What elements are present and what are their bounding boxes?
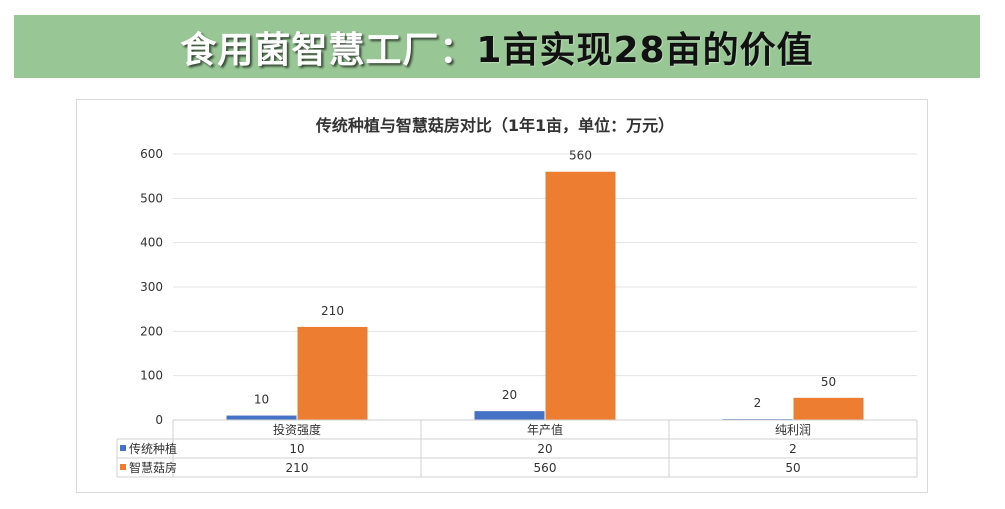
category-label: 年产值 [527,422,563,437]
y-tick-label: 100 [140,369,163,383]
y-tick-label: 300 [140,280,163,294]
chart-area: 传统种植与智慧菇房对比（1年1亩，单位：万元） 0 100 200 300 400 500… [76,99,928,493]
legend-key [120,464,126,470]
y-tick-label: 0 [155,413,163,427]
y-tick-label: 200 [140,324,163,338]
category-label: 投资强度 [273,422,321,437]
table-cell: 2 [789,442,797,456]
y-tick-label: 600 [140,147,163,161]
legend-label: 智慧菇房 [129,460,177,475]
title-banner: 食用菌智慧工厂：1亩实现28亩的价值 [14,15,980,78]
bar-2-3 [793,397,864,420]
table-cell: 560 [534,461,557,475]
data-label: 2 [754,396,762,410]
chart-title: 传统种植与智慧菇房对比（1年1亩，单位：万元） [315,116,674,135]
data-label: 210 [321,304,344,318]
bar-1-1 [226,415,297,420]
legend-key [120,445,126,451]
bar-2-1 [297,326,368,420]
bar-chart: 传统种植与智慧菇房对比（1年1亩，单位：万元） 0100200300400500… [116,116,918,478]
y-tick-label: 400 [140,236,163,250]
data-label: 20 [502,388,517,402]
table-cell: 10 [289,442,304,456]
data-label: 50 [821,375,836,389]
table-cell: 210 [286,461,309,475]
bars: 10 210 20 560 2 50 [226,149,864,420]
data-label: 560 [569,149,592,163]
bar-1-2 [474,411,545,420]
banner-title: 食用菌智慧工厂：1亩实现28亩的价值 [180,21,813,73]
legend-label: 传统种植 [129,441,177,456]
data-label: 10 [254,393,269,407]
y-tick-label: 500 [140,191,163,205]
table-cell: 50 [785,461,800,475]
category-label: 纯利润 [775,423,811,437]
banner-title-part1: 食用菌智慧工厂： [180,29,477,71]
gridlines: 0 100 200 300 400 500 600 [140,147,917,427]
table-cell: 20 [537,442,552,456]
banner-title-part2: 1亩实现28亩的价值 [476,29,814,71]
bar-2-2 [545,171,616,420]
